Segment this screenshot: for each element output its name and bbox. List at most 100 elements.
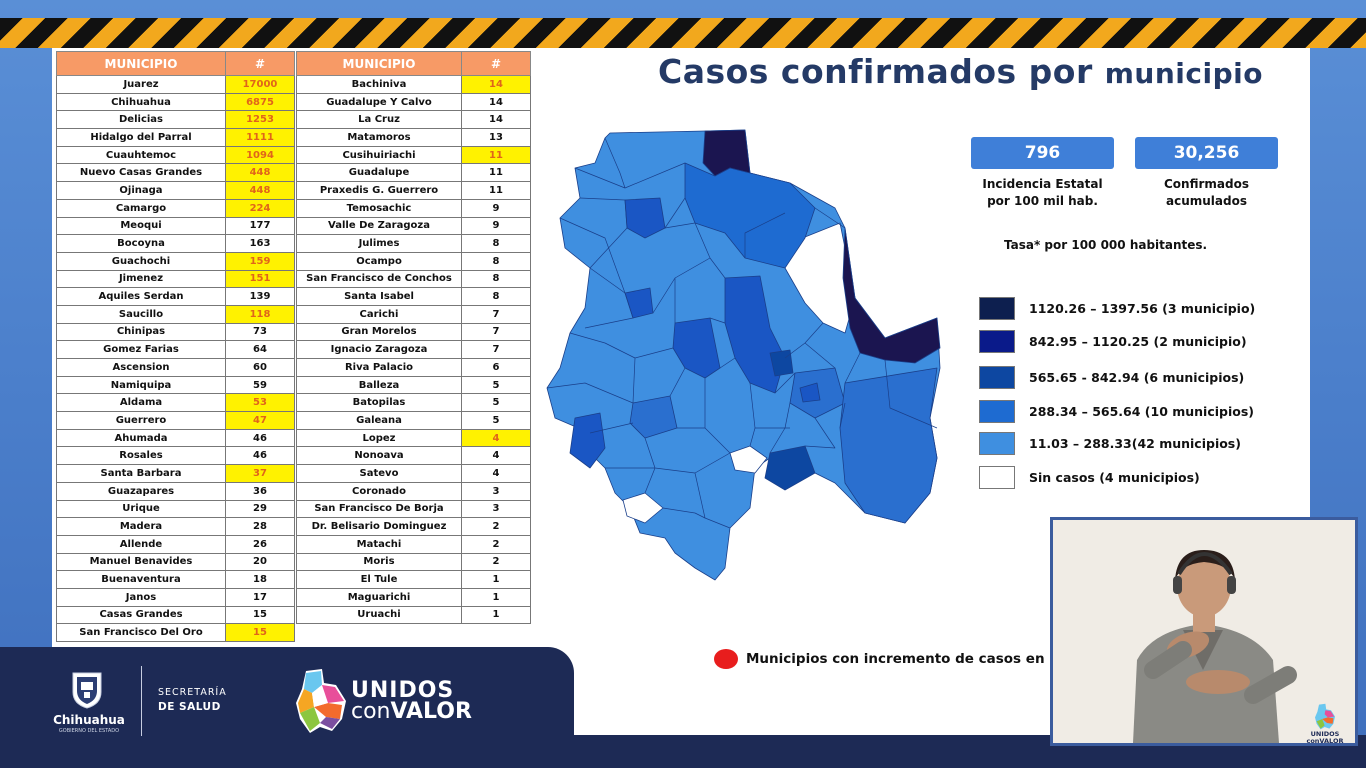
video-logo-text: UNIDOS conVALOR xyxy=(1304,731,1346,745)
case-count-cell: 29 xyxy=(225,499,295,519)
case-count-cell: 6875 xyxy=(225,92,295,112)
case-count-cell: 159 xyxy=(225,251,295,271)
table-row: Namiquipa 59 xyxy=(56,375,295,395)
table-row: San Francisco Del Oro 15 xyxy=(56,623,295,642)
municipio-name-cell: Guadalupe xyxy=(296,163,462,183)
case-count-cell: 139 xyxy=(225,287,295,306)
municipio-name-cell: Meoqui xyxy=(56,216,226,236)
map-region-mid-3 xyxy=(629,395,678,439)
case-count-cell: 13 xyxy=(461,128,531,147)
municipio-table-right: MUNICIPIO # Bachiniva 14 Guadalupe Y Calvo… xyxy=(296,51,531,625)
col-header-municipio: MUNICIPIO xyxy=(56,51,226,76)
case-count-cell: 46 xyxy=(225,446,295,466)
municipio-name-cell: Ocampo xyxy=(296,251,462,271)
table-row: Ascension 60 xyxy=(56,358,295,377)
table-row: Nuevo Casas Grandes 448 xyxy=(56,163,295,183)
table-row: Maguarichi 1 xyxy=(296,587,531,607)
table-row: Bocoyna 163 xyxy=(56,234,295,253)
case-count-cell: 46 xyxy=(225,428,295,448)
case-count-cell: 1 xyxy=(461,587,531,607)
municipio-name-cell: San Francisco De Borja xyxy=(296,499,462,519)
case-count-cell: 7 xyxy=(461,340,531,359)
municipio-name-cell: Janos xyxy=(56,587,226,607)
unidos-con-valor-logo-icon xyxy=(296,669,346,733)
municipio-name-cell: Maguarichi xyxy=(296,587,462,607)
table-row: Praxedis G. Guerrero 11 xyxy=(296,181,531,200)
confirmados-caption-line2: acumulados xyxy=(1166,194,1247,208)
municipio-name-cell: La Cruz xyxy=(296,110,462,130)
table-row: Ojinaga 448 xyxy=(56,181,295,200)
case-count-cell: 36 xyxy=(225,481,295,501)
case-count-cell: 1111 xyxy=(225,128,295,147)
table-row: Aquiles Serdan 139 xyxy=(56,287,295,306)
valor-text: VALOR xyxy=(390,699,472,724)
case-count-cell: 8 xyxy=(461,269,531,289)
table-row: San Francisco De Borja 3 xyxy=(296,499,531,519)
municipio-name-cell: Santa Isabel xyxy=(296,287,462,306)
legend-swatch xyxy=(979,366,1015,389)
municipio-name-cell: Guachochi xyxy=(56,251,226,271)
table-row: Coronado 3 xyxy=(296,481,531,501)
municipio-name-cell: Casas Grandes xyxy=(56,605,226,625)
case-count-cell: 8 xyxy=(461,287,531,306)
legend-item-2: 842.95 – 1120.25 (2 municipio) xyxy=(979,330,1247,353)
table-row: Galeana 5 xyxy=(296,411,531,430)
table-row: Guazapares 36 xyxy=(56,481,295,501)
table-row: Temosachic 9 xyxy=(296,198,531,218)
table-row: Gran Morelos 7 xyxy=(296,322,531,342)
confirmados-value-box: 30,256 xyxy=(1135,137,1278,169)
unidos-wordmark: UNIDOS xyxy=(351,678,455,703)
page-title: Casos confirmados por municipio xyxy=(658,52,1263,91)
case-count-cell: 118 xyxy=(225,304,295,324)
municipio-name-cell: Santa Barbara xyxy=(56,464,226,483)
municipio-name-cell: Bachiniva xyxy=(296,75,462,94)
case-count-cell: 8 xyxy=(461,251,531,271)
municipio-name-cell: Guadalupe Y Calvo xyxy=(296,92,462,112)
municipio-name-cell: Nuevo Casas Grandes xyxy=(56,163,226,183)
case-count-cell: 11 xyxy=(461,145,531,165)
case-count-cell: 3 xyxy=(461,499,531,519)
municipio-name-cell: Balleza xyxy=(296,375,462,395)
footer-logo-panel xyxy=(0,647,574,768)
case-count-cell: 7 xyxy=(461,322,531,342)
municipio-name-cell: Dr. Belisario Dominguez xyxy=(296,517,462,536)
municipio-name-cell: Galeana xyxy=(296,411,462,430)
incidencia-caption: Incidencia Estatal por 100 mil hab. xyxy=(971,176,1114,210)
case-count-cell: 4 xyxy=(461,428,531,448)
video-logo-line1: UNIDOS xyxy=(1310,730,1340,738)
municipio-name-cell: El Tule xyxy=(296,570,462,589)
map-region-dark-8 xyxy=(764,445,816,491)
con-text: con xyxy=(351,699,391,724)
table-row: Santa Barbara 37 xyxy=(56,464,295,483)
municipio-name-cell: Buenaventura xyxy=(56,570,226,589)
title-small: municipio xyxy=(1104,57,1263,90)
municipio-name-cell: Juarez xyxy=(56,75,226,94)
legend-label: Sin casos (4 municipios) xyxy=(1029,470,1200,485)
table-row: Guadalupe Y Calvo 14 xyxy=(296,92,531,112)
table-row: Buenaventura 18 xyxy=(56,570,295,589)
municipio-name-cell: Hidalgo del Parral xyxy=(56,128,226,147)
municipio-name-cell: Saucillo xyxy=(56,304,226,324)
legend-swatch xyxy=(979,432,1015,455)
municipio-name-cell: Chihuahua xyxy=(56,92,226,112)
case-count-cell: 47 xyxy=(225,411,295,430)
case-count-cell: 28 xyxy=(225,517,295,536)
video-logo-shape xyxy=(1315,703,1335,730)
table-row: Ocampo 8 xyxy=(296,251,531,271)
table-row: Lopez 4 xyxy=(296,428,531,448)
case-count-cell: 5 xyxy=(461,411,531,430)
municipio-name-cell: Madera xyxy=(56,517,226,536)
table-row: Chinipas 73 xyxy=(56,322,295,342)
state-shield-icon xyxy=(72,672,102,709)
table-row: Ignacio Zaragoza 7 xyxy=(296,340,531,359)
table-row: Casas Grandes 15 xyxy=(56,605,295,625)
municipio-name-cell: Camargo xyxy=(56,198,226,218)
table-row: Hidalgo del Parral 1111 xyxy=(56,128,295,147)
table-row: Julimes 8 xyxy=(296,234,531,253)
case-count-cell: 59 xyxy=(225,375,295,395)
incidencia-caption-line2: por 100 mil hab. xyxy=(987,194,1098,208)
legend-label: 842.95 – 1120.25 (2 municipio) xyxy=(1029,334,1247,349)
municipio-name-cell: Gomez Farias xyxy=(56,340,226,359)
table-row: Manuel Benavides 20 xyxy=(56,552,295,572)
incidencia-caption-line1: Incidencia Estatal xyxy=(982,177,1103,191)
